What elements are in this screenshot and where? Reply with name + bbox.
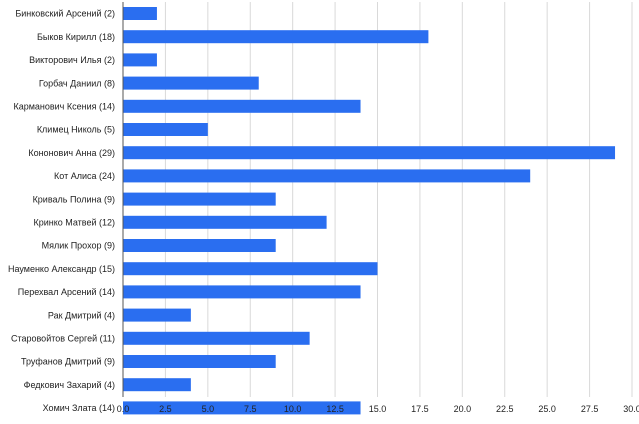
grid-lines [122,2,633,397]
x-tick-label: 2.5 [159,404,172,414]
category-label: Викторович Илья (2) [29,55,115,65]
category-label: Рак Дмитрий (4) [48,310,115,320]
category-label: Кринко Матвей (12) [33,218,115,228]
category-label: Бинковский Арсений (2) [15,9,115,19]
bar [123,30,429,44]
x-tick-label: 5.0 [202,404,215,414]
bar [123,146,616,160]
bar [123,7,157,20]
bar [123,123,208,136]
value-axis: 0.0 2.5 5.0 7.5 10.0 12.5 15.0 17.5 20.0 22.5 25.0… [117,2,639,414]
bar [123,53,157,67]
bar [123,378,191,392]
bar [123,401,361,415]
category-label: Климец Николь (5) [37,125,115,135]
bar [123,76,259,90]
x-tick-label: 12.5 [326,404,344,414]
bar [123,262,378,276]
bar [123,99,361,113]
x-tick-label: 7.5 [244,404,257,414]
x-tick-label: 25.0 [538,404,556,414]
category-label: Труфанов Дмитрий (9) [21,357,115,367]
category-label: Перехвал Арсений (14) [18,287,115,297]
x-tick-label: 30.0 [623,404,639,414]
category-label: Старовойтов Сергей (11) [11,334,115,344]
category-label: Кононович Анна (29) [28,148,115,158]
category-label: Хомич Злата (14) [43,403,115,413]
category-label: Карманович Ксения (14) [13,102,115,112]
category-label: Науменко Александр (15) [8,264,115,274]
bar [123,331,310,345]
bar [123,355,276,368]
category-label: Кот Алиса (24) [54,171,115,181]
x-tick-label: 22.5 [496,404,514,414]
category-label: Криваль Полина (9) [33,194,115,204]
bar [123,239,276,252]
x-tick-label: 10.0 [284,404,302,414]
bar [123,308,191,322]
bar [123,192,276,206]
x-tick-label: 15.0 [369,404,387,414]
bar [123,285,361,299]
x-tick-label: 17.5 [411,404,429,414]
x-tick-label: 20.0 [454,404,472,414]
bar [123,215,327,229]
category-label: Горбач Даниил (8) [39,78,115,88]
category-axis: Бинковский Арсений (2) Быков Кирилл (18) В… [8,9,115,413]
x-tick-label: 0.0 [117,404,130,414]
bar [123,169,531,183]
category-label: Федкович Захарий (4) [24,380,115,390]
category-label: Мялик Прохор (9) [42,241,115,251]
x-tick-label: 27.5 [581,404,599,414]
bars [123,7,616,415]
category-label: Быков Кирилл (18) [37,32,115,42]
